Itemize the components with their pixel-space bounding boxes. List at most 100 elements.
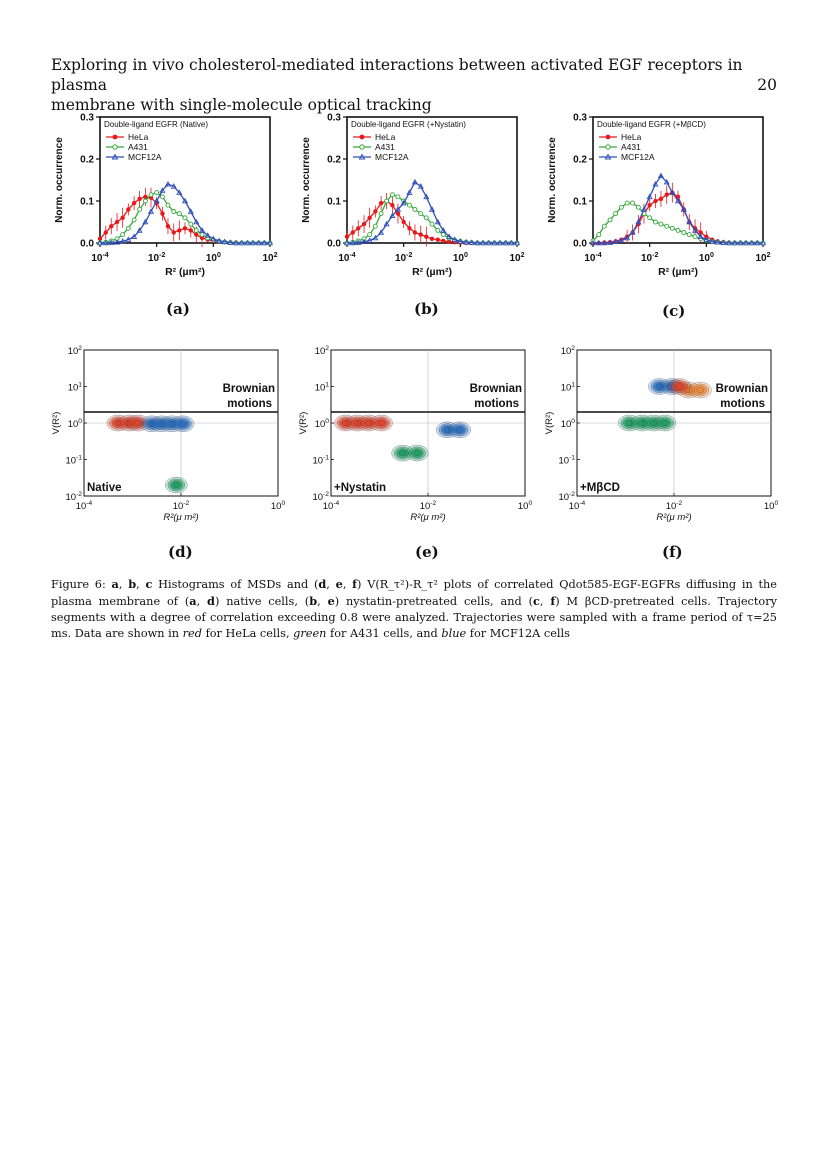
data-point [199, 232, 205, 238]
series-line-A431 [592, 202, 763, 244]
sublabel-a: (a) [166, 300, 190, 318]
data-point [349, 239, 356, 246]
y-axis-label: V(R²) [298, 412, 309, 435]
legend-label: MCF12A [621, 152, 655, 162]
data-point [395, 194, 401, 200]
data-point [640, 206, 648, 212]
data-point [417, 183, 424, 189]
x-tick-label: 10-2 [641, 252, 658, 264]
data-point [635, 204, 641, 210]
caption-text: , [326, 578, 336, 591]
data-point [428, 206, 436, 212]
y-tick-label: 0.0 [327, 239, 341, 250]
caption-bold: e [327, 594, 335, 608]
legend-marker [359, 134, 365, 140]
contour-panel-f: Brownian motions +MβCD 10-2 10-1 100 101 102 10-… [543, 342, 783, 532]
data-point [407, 226, 412, 231]
contour-chart: Brownian motions +MβCD 10-2 10-1 100 101 102 10-… [544, 345, 778, 523]
data-point [113, 238, 121, 245]
legend-label: A431 [375, 142, 395, 152]
data-point [709, 238, 716, 244]
caption-text: Histograms of MSDs and ( [152, 578, 319, 591]
y-tick-label: 0.2 [327, 155, 341, 166]
annotation-brownian: Brownian [716, 383, 768, 395]
caption-text: , [118, 578, 129, 591]
data-point [423, 193, 430, 200]
sublabel-c: (c) [662, 302, 686, 320]
data-point [390, 203, 395, 208]
condition-label: Native [87, 482, 122, 494]
legend-marker [605, 144, 611, 150]
legend-label: A431 [128, 142, 148, 152]
data-point [606, 239, 614, 245]
data-point [221, 238, 228, 245]
chart-title: Double-ligand EGFR (Native) [104, 120, 208, 129]
caption-italic: green [293, 627, 327, 640]
data-point [136, 227, 143, 233]
data-point [463, 238, 470, 245]
x-axis-label: R²(μ m²) [163, 512, 198, 523]
legend-marker [604, 153, 612, 160]
density-contour [341, 419, 350, 427]
data-point [595, 239, 602, 246]
y-axis-label: V(R²) [544, 412, 555, 435]
data-point [748, 239, 755, 246]
data-point [360, 238, 368, 245]
caption-bold: c [145, 577, 153, 591]
data-point [389, 192, 395, 198]
data-point [412, 206, 418, 212]
data-point [441, 238, 446, 244]
data-point [131, 200, 137, 206]
data-point [198, 227, 206, 233]
legend-label: HeLa [621, 132, 642, 142]
data-point [451, 236, 458, 242]
data-point [147, 208, 155, 214]
caption-text: , [342, 578, 353, 591]
density-contour [172, 481, 181, 489]
data-point [692, 234, 698, 240]
y-tick-label: 102 [561, 345, 576, 357]
caption-figure-number: Figure 6: [51, 578, 112, 591]
caption-text: for A431 cells, and [326, 627, 442, 640]
data-point [491, 239, 498, 246]
data-point [411, 178, 419, 185]
data-point [372, 234, 379, 241]
caption-bold: b [309, 594, 318, 608]
caption-bold: e [335, 577, 343, 591]
data-point [647, 215, 653, 221]
caption-bold: a [189, 594, 197, 608]
data-point [440, 232, 446, 238]
data-point [165, 224, 171, 229]
density-contour [649, 419, 658, 427]
chart-title: Double-ligand EGFR (+MβCD) [597, 120, 706, 129]
y-tick-label: 10-2 [559, 491, 576, 503]
x-tick-label: 102 [509, 252, 524, 264]
caption-bold: b [128, 577, 137, 591]
series-line-MCF12A [100, 183, 270, 244]
annotation-motions: motions [474, 398, 519, 410]
x-tick-label: 100 [699, 252, 714, 264]
caption-text: ) native cells, ( [214, 595, 310, 608]
data-point [664, 223, 670, 229]
x-tick-label: 10-4 [323, 500, 340, 512]
data-point [479, 239, 487, 246]
density-contour [398, 450, 407, 457]
data-point [407, 202, 412, 208]
y-axis-label: V(R²) [51, 412, 62, 435]
x-tick-label: 10-2 [395, 252, 412, 264]
legend-marker [359, 144, 365, 150]
data-point [725, 239, 733, 246]
density-contour [625, 419, 634, 427]
y-tick-label: 10-2 [313, 491, 330, 503]
histogram-chart: 0.0 0.1 0.2 0.3 10-4 10-2 100 102 R² (µm²) Norm. … [547, 113, 771, 279]
data-point [675, 227, 681, 233]
y-tick-label: 101 [315, 382, 330, 394]
data-point [652, 180, 659, 187]
density-contour [179, 420, 187, 427]
data-point [698, 230, 703, 235]
data-point [378, 229, 385, 235]
x-tick-label: 10-2 [148, 252, 165, 264]
data-point [216, 237, 223, 244]
data-point [160, 194, 165, 200]
data-point [394, 206, 402, 212]
